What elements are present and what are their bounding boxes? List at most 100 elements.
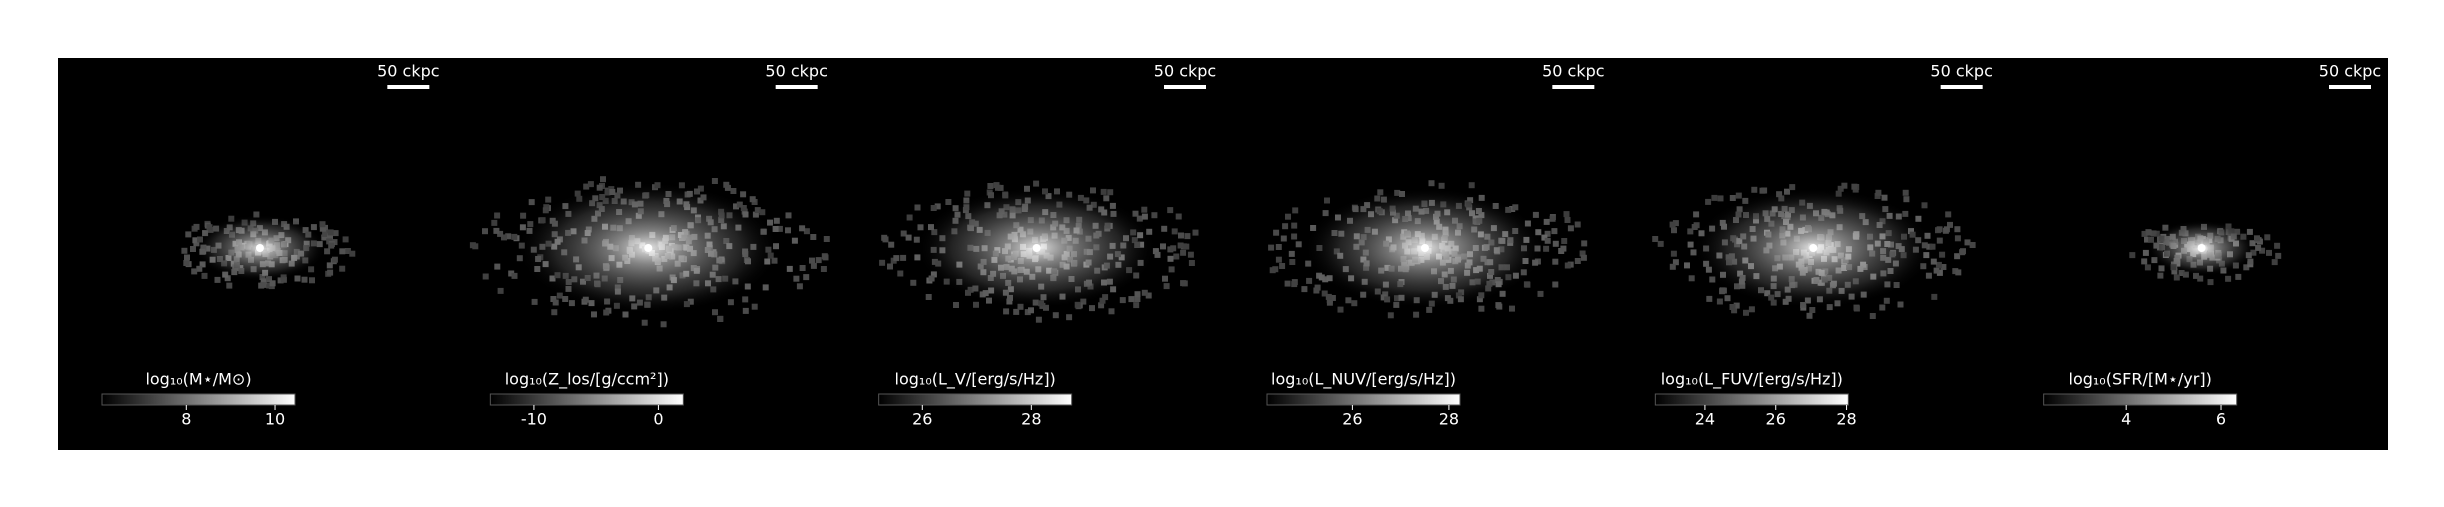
- pixel: [776, 225, 783, 232]
- pixel: [1902, 189, 1909, 196]
- scale-bar: [775, 85, 818, 89]
- pixel: [1187, 251, 1194, 258]
- pixel: [1468, 182, 1475, 189]
- pixel: [1171, 228, 1178, 235]
- pixel: [897, 270, 904, 277]
- pixel: [1100, 188, 1107, 195]
- pixel: [1162, 275, 1168, 282]
- pixel: [1841, 182, 1848, 189]
- pixel: [1285, 213, 1291, 220]
- pixel: [1903, 196, 1910, 203]
- pixel: [810, 262, 817, 269]
- pixel: [2193, 272, 2199, 279]
- pixel: [1669, 221, 1676, 228]
- pixel: [322, 230, 329, 237]
- pixel: [2144, 236, 2150, 243]
- pixel: [1670, 250, 1677, 257]
- pixel: [2259, 247, 2266, 254]
- colorbar-label: log₁₀(M⋆/M⊙): [145, 370, 251, 389]
- pixel: [1567, 225, 1574, 232]
- pixel: [1329, 295, 1336, 301]
- pixel: [1954, 253, 1961, 260]
- pixel: [2129, 252, 2136, 259]
- pixel: [1090, 187, 1096, 194]
- pixel: [511, 233, 518, 240]
- pixel: [1543, 218, 1550, 225]
- pixel: [1160, 243, 1166, 250]
- pixel: [2141, 258, 2148, 265]
- pixel: [793, 275, 800, 282]
- pixel: [321, 234, 328, 241]
- pixel: [1955, 269, 1962, 276]
- pixel: [324, 248, 331, 255]
- pixel: [2246, 228, 2253, 235]
- pixel: [2264, 234, 2271, 241]
- pixel: [331, 256, 338, 263]
- pixel: [505, 233, 512, 240]
- pixel: [1295, 241, 1302, 248]
- pixel: [260, 278, 267, 285]
- pixel: [1684, 262, 1690, 269]
- pixel: [879, 259, 886, 266]
- pixel: [550, 296, 557, 302]
- pixel: [754, 207, 761, 214]
- pixel: [327, 229, 334, 236]
- pixel: [1151, 212, 1158, 219]
- pixel: [740, 191, 747, 198]
- pixel: [1107, 189, 1114, 196]
- pixel: [1168, 266, 1175, 273]
- pixel: [508, 270, 515, 277]
- pixel: [1322, 210, 1329, 217]
- pixel: [184, 254, 190, 261]
- pixel: [724, 184, 731, 191]
- image-background: [58, 58, 2388, 450]
- pixel: [2271, 259, 2278, 266]
- pixel: [339, 248, 346, 255]
- pixel: [1959, 249, 1966, 256]
- pixel: [1170, 245, 1177, 252]
- pixel: [796, 283, 803, 290]
- pixel: [1478, 305, 1485, 312]
- pixel: [1028, 307, 1034, 314]
- pixel: [2207, 279, 2214, 286]
- colorbar-label: log₁₀(L_V/[erg/s/Hz]): [895, 370, 1056, 390]
- galaxy-core: [1420, 244, 1429, 252]
- pixel: [2266, 249, 2272, 256]
- pixel: [900, 230, 907, 237]
- pixel: [519, 224, 526, 231]
- pixel: [1541, 234, 1548, 241]
- colorbar-tick-label: 4: [2121, 410, 2131, 429]
- colorbar-label: log₁₀(Z_los/[g/ccm²]): [505, 370, 669, 390]
- pixel: [914, 204, 921, 211]
- colorbar-tick-label: -10: [521, 410, 547, 429]
- pixel: [1134, 291, 1141, 298]
- pixel: [1806, 312, 1813, 319]
- pixel: [1119, 297, 1126, 304]
- colorbar-tick-label: 28: [1021, 410, 1041, 429]
- pixel: [1731, 307, 1738, 314]
- pixel: [191, 268, 198, 275]
- pixel: [1717, 195, 1724, 202]
- pixel: [751, 303, 758, 310]
- pixel: [196, 265, 203, 272]
- pixel: [1688, 275, 1695, 282]
- pixel: [1133, 302, 1140, 309]
- pixel: [1175, 213, 1182, 220]
- pixel: [1552, 281, 1559, 288]
- pixel: [1268, 244, 1275, 251]
- pixel: [2274, 242, 2281, 249]
- pixel: [1969, 242, 1976, 248]
- pixel: [327, 233, 333, 240]
- pixel: [568, 300, 575, 307]
- pixel: [1524, 281, 1531, 288]
- pixel: [1108, 308, 1115, 315]
- pixel: [1939, 251, 1946, 258]
- pixel: [711, 178, 718, 184]
- pixel: [1184, 233, 1191, 240]
- pixel: [587, 181, 594, 188]
- pixel: [785, 227, 791, 234]
- pixel: [491, 219, 498, 226]
- pixel: [1314, 284, 1321, 291]
- pixel: [2225, 275, 2232, 282]
